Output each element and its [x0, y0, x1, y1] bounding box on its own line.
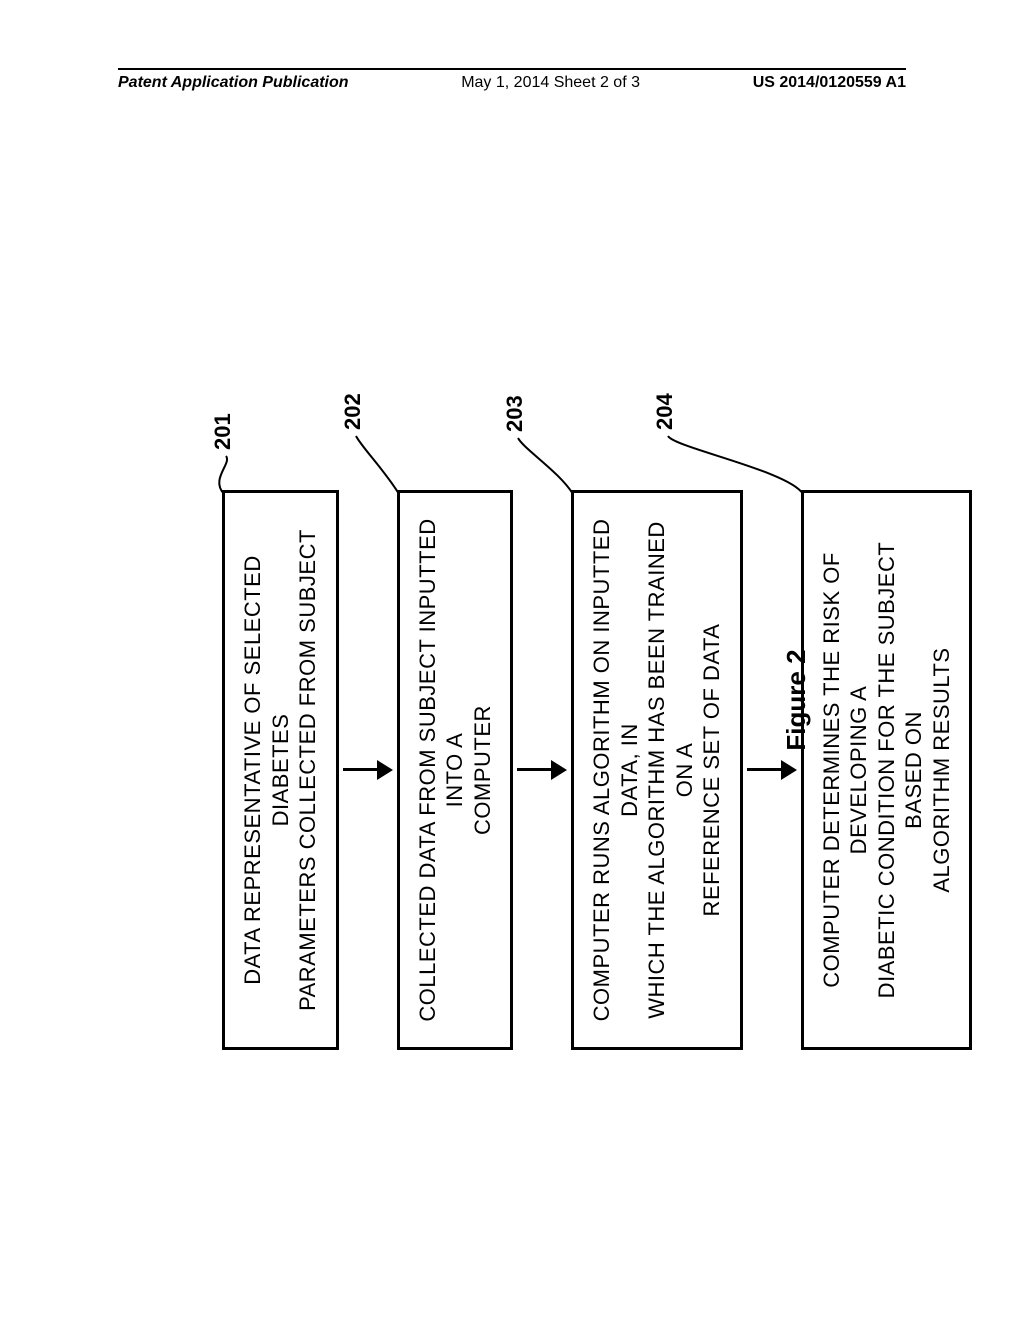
flowchart-arrow [343, 760, 393, 780]
page-header: Patent Application Publication May 1, 20… [118, 68, 906, 100]
flowchart-box-line: DIABETIC CONDITION FOR THE SUBJECT BASED… [873, 511, 928, 1029]
callout-label: 203 [502, 395, 528, 432]
flowchart-box: COLLECTED DATA FROM SUBJECT INPUTTED INT… [397, 490, 514, 1050]
flowchart-box-line: COMPUTER RUNS ALGORITHM ON INPUTTED DATA… [588, 511, 643, 1029]
callout-label: 204 [652, 393, 678, 430]
header-center: May 1, 2014 Sheet 2 of 3 [349, 74, 753, 92]
flowchart-box-line: COMPUTER [469, 511, 497, 1029]
flowchart-box-line: ALGORITHM RESULTS [928, 511, 956, 1029]
flowchart-box: COMPUTER DETERMINES THE RISK OF DEVELOPI… [801, 490, 973, 1050]
flowchart-box-line: REFERENCE SET OF DATA [698, 511, 726, 1029]
flowchart-box-line: COLLECTED DATA FROM SUBJECT INPUTTED INT… [414, 511, 469, 1029]
callout-label: 202 [340, 393, 366, 430]
flowchart-box-line: WHICH THE ALGORITHM HAS BEEN TRAINED ON … [643, 511, 698, 1029]
flowchart-box-line: PARAMETERS COLLECTED FROM SUBJECT [294, 511, 322, 1029]
flowchart-box-line: DATA REPRESENTATIVE OF SELECTED DIABETES [239, 511, 294, 1029]
flowchart-box: COMPUTER RUNS ALGORITHM ON INPUTTED DATA… [571, 490, 743, 1050]
figure-caption: Figure 2 [781, 290, 812, 1110]
header-right: US 2014/0120559 A1 [753, 74, 906, 92]
callout-leader [508, 428, 583, 504]
flowchart-column: DATA REPRESENTATIVE OF SELECTED DIABETES… [222, 470, 972, 1070]
header-left: Patent Application Publication [118, 74, 349, 92]
flowchart-box-line: COMPUTER DETERMINES THE RISK OF DEVELOPI… [818, 511, 873, 1029]
callout-leader [346, 426, 409, 504]
callout-leader [214, 446, 236, 504]
flowchart-box: DATA REPRESENTATIVE OF SELECTED DIABETES… [222, 490, 339, 1050]
flowchart-arrow [517, 760, 567, 780]
callout-label: 201 [210, 413, 236, 450]
page-root: Patent Application Publication May 1, 20… [0, 0, 1024, 1320]
flowchart-diagram: DATA REPRESENTATIVE OF SELECTED DIABETES… [202, 290, 822, 1110]
